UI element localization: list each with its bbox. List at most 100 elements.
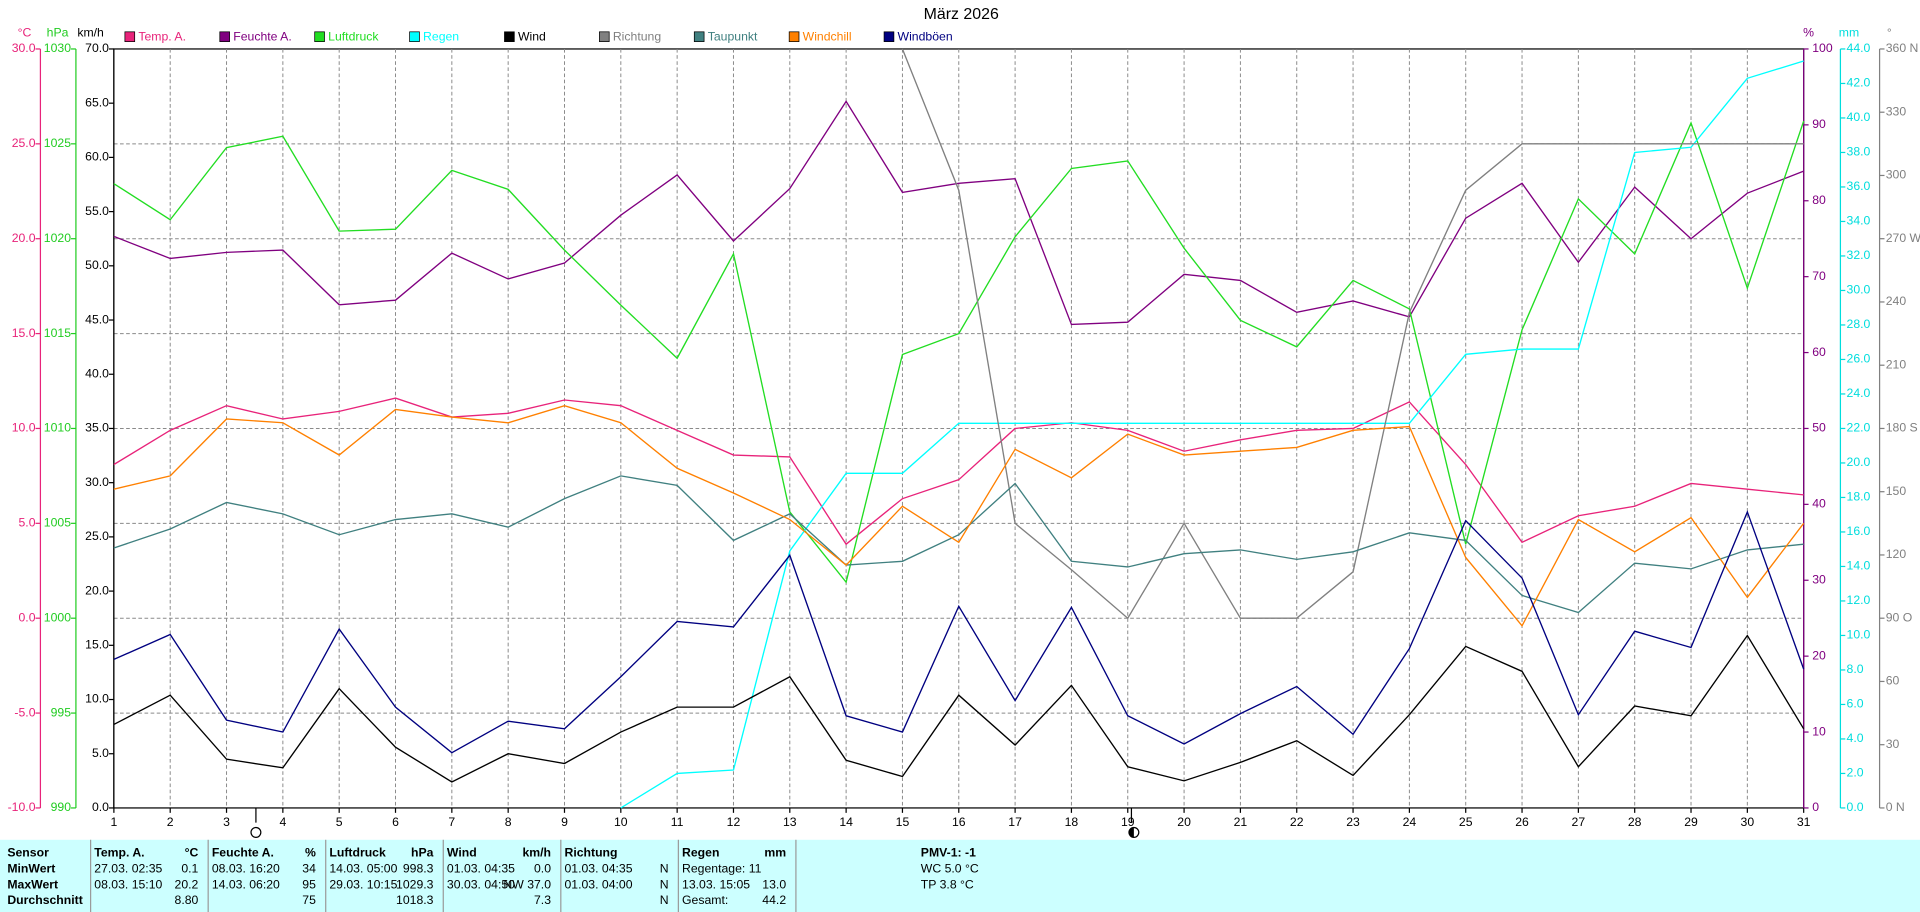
- y-tick-label: 70.0: [85, 41, 109, 55]
- y-tick-label: 90 O: [1886, 610, 1913, 624]
- pmv-line: WC 5.0 °C: [921, 861, 979, 875]
- x-tick-label: 1: [110, 815, 117, 829]
- cell-time: 30.03. 04:50: [447, 877, 515, 891]
- y-tick-label: 1025: [44, 136, 71, 150]
- legend-swatch: [788, 31, 800, 42]
- stats-background: [0, 839, 1920, 912]
- y-tick-label: 44.0: [1847, 41, 1871, 55]
- y-tick-label: -5.0: [14, 705, 35, 719]
- y-tick-label: 0 N: [1886, 800, 1905, 814]
- x-tick-label: 11: [671, 815, 684, 829]
- stats-table: Sensor MinWert MaxWert Durchschnitt Temp. A.…: [7, 839, 979, 912]
- x-tick-label: 21: [1234, 815, 1248, 829]
- column-title: Luftdruck: [329, 845, 386, 859]
- axis-unit: %: [1803, 25, 1814, 39]
- x-tick-label: 29: [1684, 815, 1698, 829]
- y-tick-label: 22.0: [1847, 421, 1871, 435]
- y-tick-label: 38.0: [1847, 145, 1871, 159]
- y-tick-label: 60: [1812, 345, 1826, 359]
- x-tick-label: 4: [279, 815, 286, 829]
- y-tick-label: 16.0: [1847, 524, 1871, 538]
- y-tick-label: 28.0: [1847, 317, 1871, 331]
- y-tick-label: 0: [1812, 800, 1819, 814]
- legend-label: Regen: [423, 30, 459, 44]
- y-tick-label: 2.0: [1847, 766, 1864, 780]
- legend-swatch: [219, 31, 230, 42]
- legend-swatch: [883, 31, 895, 42]
- row-label: Durchschnitt: [7, 893, 82, 907]
- y-tick-label: 45.0: [85, 312, 109, 326]
- cell-time: 01.03. 04:35: [447, 861, 515, 875]
- y-tick-label: 50: [1812, 421, 1826, 435]
- column-title: Wind: [447, 845, 477, 859]
- cell-value: N: [660, 893, 669, 907]
- y-tick-label: 42.0: [1847, 76, 1871, 90]
- legend-swatch: [409, 31, 420, 42]
- y-tick-label: 6.0: [1847, 697, 1864, 711]
- moon-quarter-shade: [1128, 827, 1134, 838]
- x-tick-label: 19: [1121, 815, 1135, 829]
- row-label: MaxWert: [7, 877, 58, 891]
- cell-time: Regentage: 11: [682, 861, 762, 875]
- legend-label: Windböen: [898, 30, 953, 44]
- y-tick-label: 10.0: [85, 692, 109, 706]
- series-line: [620, 60, 1804, 809]
- cell-time: 27.03. 02:35: [94, 861, 162, 875]
- row-label: MinWert: [7, 861, 55, 875]
- y-tick-label: 1000: [44, 610, 71, 624]
- cell-value: 7.3: [534, 893, 551, 907]
- x-tick-label: 7: [448, 815, 455, 829]
- y-tick-label: 180 S: [1886, 421, 1918, 435]
- y-tick-label: 65.0: [85, 95, 109, 109]
- cell-time: 08.03. 16:20: [212, 861, 280, 875]
- x-tick-label: 26: [1515, 815, 1529, 829]
- plot: 1 2 3 4 5 6 7 8 9 10 11 12 13 14 15 16 17 18 19 20 21 22 23 24 2…: [8, 25, 1920, 829]
- x-tick-label: 22: [1290, 815, 1304, 829]
- y-tick-label: 30: [1886, 737, 1900, 751]
- cell-value: 0.0: [534, 861, 551, 875]
- cell-value: 34: [302, 861, 316, 875]
- x-tick-label: 17: [1008, 815, 1022, 829]
- y-tick-label: 90: [1812, 117, 1826, 131]
- y-tick-label: 1030: [44, 41, 71, 55]
- cell-value: 1018.3: [396, 893, 434, 907]
- y-tick-label: 5.0: [92, 746, 109, 760]
- x-tick-label: 5: [336, 815, 343, 829]
- x-tick-label: 23: [1346, 815, 1360, 829]
- y-tick-label: 1020: [44, 231, 71, 245]
- y-tick-label: 40.0: [85, 366, 109, 380]
- y-tick-label: 990: [51, 800, 72, 814]
- x-tick-label: 14: [839, 815, 853, 829]
- y-tick-label: 150: [1886, 484, 1907, 498]
- legend-label: Richtung: [613, 30, 661, 44]
- y-tick-label: 34.0: [1847, 214, 1871, 228]
- series-line: [113, 404, 1805, 627]
- y-tick-label: 120: [1886, 547, 1907, 561]
- legend-swatch: [314, 31, 325, 42]
- y-tick-label: 15.0: [85, 638, 109, 652]
- cell-value: 75: [302, 893, 316, 907]
- y-tick-label: 1015: [44, 326, 71, 340]
- column-title: Richtung: [564, 845, 617, 859]
- y-tick-label: 18.0: [1847, 490, 1871, 504]
- x-tick-label: 6: [392, 815, 399, 829]
- legend-swatch: [599, 31, 610, 42]
- series-line: [113, 510, 1805, 754]
- legend-swatch: [504, 31, 515, 42]
- series-line: [113, 475, 1804, 614]
- y-tick-label: 30: [1812, 572, 1826, 586]
- column-title: Regen: [682, 845, 719, 859]
- legend-swatch: [693, 31, 705, 42]
- cell-time: 01.03. 04:35: [564, 861, 632, 875]
- cell-value: 44.2: [762, 893, 786, 907]
- legend-label: Taupunkt: [708, 30, 758, 44]
- y-tick-label: 0.0: [18, 610, 35, 624]
- series-line: [901, 48, 1804, 620]
- cell-value: 95: [302, 877, 316, 891]
- axis-unit: hPa: [47, 25, 69, 39]
- column-title: Feuchte A.: [212, 845, 274, 859]
- y-tick-label: 12.0: [1847, 593, 1871, 607]
- x-tick-label: 18: [1065, 815, 1079, 829]
- y-tick-label: 55.0: [85, 204, 109, 218]
- y-tick-label: 15.0: [12, 326, 36, 340]
